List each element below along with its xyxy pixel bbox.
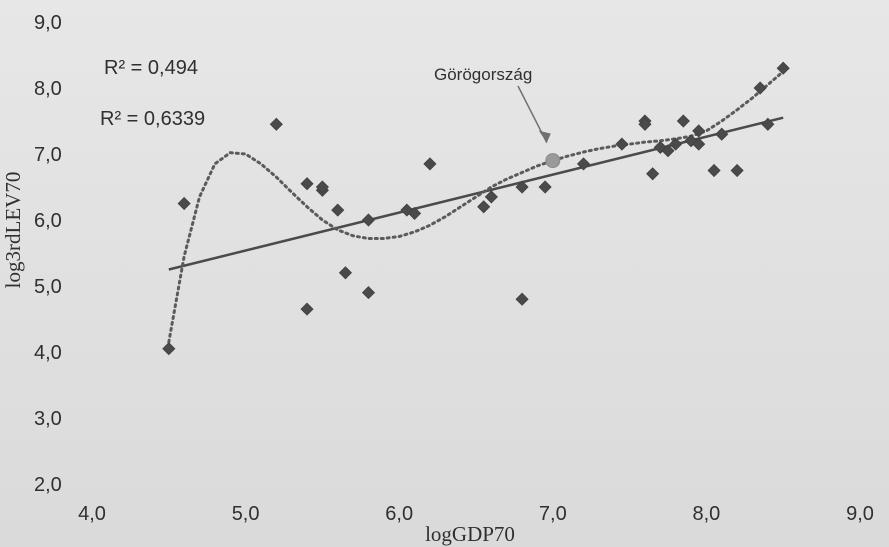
y-tick-label: 7,0 xyxy=(34,144,62,166)
scatter-point xyxy=(661,144,675,158)
scatter-point xyxy=(676,114,690,128)
scatter-point xyxy=(300,177,314,191)
y-tick-label: 8,0 xyxy=(34,78,62,100)
scatter-point xyxy=(692,124,706,138)
y-tick-label: 5,0 xyxy=(34,276,62,298)
x-tick-label: 7,0 xyxy=(539,503,567,525)
scatter-point xyxy=(177,196,191,211)
highlight-label: Görögország xyxy=(434,65,532,84)
x-tick-label: 9,0 xyxy=(846,503,874,525)
scatter-point xyxy=(162,342,176,356)
scatter-point xyxy=(300,302,314,316)
scatter-point xyxy=(515,180,529,194)
x-axis-title: logGDP70 xyxy=(425,522,515,546)
scatter-point xyxy=(269,117,283,131)
scatter-point xyxy=(576,157,591,171)
scatter-point xyxy=(707,163,721,178)
scatter-point xyxy=(753,81,767,95)
scatter-point xyxy=(361,286,376,300)
point-layer xyxy=(162,61,790,356)
scatter-point xyxy=(423,157,437,171)
scatter-point xyxy=(715,127,729,141)
y-axis-title: log3rdLEV70 xyxy=(1,172,25,289)
trend-layer xyxy=(167,70,785,344)
highlight-point xyxy=(545,153,561,169)
scatter-point xyxy=(730,163,744,178)
y-tick-label: 3,0 xyxy=(34,408,62,430)
scatter-point xyxy=(669,137,683,151)
y-tick-label: 6,0 xyxy=(34,210,62,232)
scatter-point xyxy=(315,180,329,194)
scatter-point xyxy=(761,117,775,131)
y-tick-label: 4,0 xyxy=(34,342,62,364)
scatter-point xyxy=(776,61,790,75)
r2-poly-label: R² = 0,6339 xyxy=(100,108,205,130)
label-layer: 2,0 3,0 4,0 5,0 6,0 7,0 8,0 9,0 4,0 5,0 6,0 7,0 8,0 9… xyxy=(1,12,874,546)
y-tick-label: 2,0 xyxy=(34,474,62,496)
scatter-point xyxy=(515,292,529,306)
scatter-point xyxy=(477,200,491,214)
scatter-point xyxy=(407,206,422,220)
scatter-point xyxy=(615,137,629,151)
x-tick-label: 4,0 xyxy=(78,503,106,525)
scatter-point xyxy=(361,213,376,227)
scatter-point xyxy=(538,180,552,194)
y-tick-label: 9,0 xyxy=(34,12,62,34)
scatter-point xyxy=(484,190,498,204)
highlight-arrow-head xyxy=(538,130,551,143)
x-tick-label: 8,0 xyxy=(692,503,720,525)
scatter-point xyxy=(338,266,353,280)
x-tick-label: 5,0 xyxy=(232,503,260,525)
r2-linear-label: R² = 0,494 xyxy=(104,57,198,79)
scatter-point xyxy=(646,167,660,181)
scatter-point xyxy=(331,203,345,217)
scatter-point xyxy=(692,137,706,151)
scatter-point xyxy=(638,117,652,131)
polynomial-trendline xyxy=(167,70,785,344)
x-tick-label: 6,0 xyxy=(385,503,413,525)
